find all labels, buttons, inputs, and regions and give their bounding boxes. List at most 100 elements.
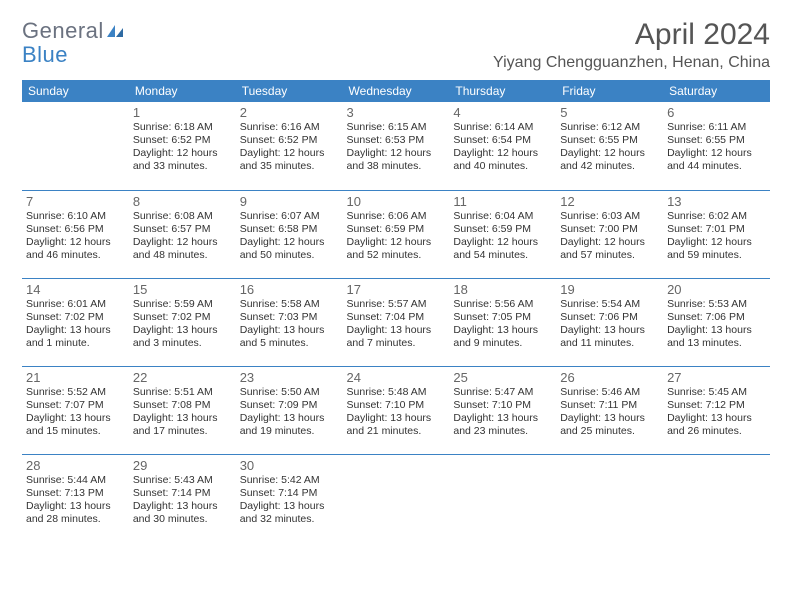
weekday-header: Monday: [129, 80, 236, 102]
day-info: Sunrise: 6:16 AMSunset: 6:52 PMDaylight:…: [240, 121, 339, 174]
weekday-header-row: SundayMondayTuesdayWednesdayThursdayFrid…: [22, 80, 770, 102]
month-title: April 2024: [493, 18, 770, 52]
day-number: 11: [453, 194, 552, 209]
week-row: 28Sunrise: 5:44 AMSunset: 7:13 PMDayligh…: [22, 454, 770, 542]
day-info: Sunrise: 6:15 AMSunset: 6:53 PMDaylight:…: [347, 121, 446, 174]
day-info: Sunrise: 5:46 AMSunset: 7:11 PMDaylight:…: [560, 386, 659, 439]
day-info: Sunrise: 5:59 AMSunset: 7:02 PMDaylight:…: [133, 298, 232, 351]
day-number: 24: [347, 370, 446, 385]
week-row: 21Sunrise: 5:52 AMSunset: 7:07 PMDayligh…: [22, 366, 770, 454]
day-cell: 24Sunrise: 5:48 AMSunset: 7:10 PMDayligh…: [343, 366, 450, 454]
day-number: 21: [26, 370, 125, 385]
day-number: 28: [26, 458, 125, 473]
day-info: Sunrise: 6:08 AMSunset: 6:57 PMDaylight:…: [133, 210, 232, 263]
day-cell: 15Sunrise: 5:59 AMSunset: 7:02 PMDayligh…: [129, 278, 236, 366]
day-number: 27: [667, 370, 766, 385]
day-info: Sunrise: 6:11 AMSunset: 6:55 PMDaylight:…: [667, 121, 766, 174]
day-info: Sunrise: 6:10 AMSunset: 6:56 PMDaylight:…: [26, 210, 125, 263]
day-number: 13: [667, 194, 766, 209]
day-number: 3: [347, 105, 446, 120]
day-cell: 28Sunrise: 5:44 AMSunset: 7:13 PMDayligh…: [22, 454, 129, 542]
day-cell: 4Sunrise: 6:14 AMSunset: 6:54 PMDaylight…: [449, 102, 556, 190]
day-number: 26: [560, 370, 659, 385]
day-number: 2: [240, 105, 339, 120]
title-block: April 2024 Yiyang Chengguanzhen, Henan, …: [493, 18, 770, 72]
day-cell: 19Sunrise: 5:54 AMSunset: 7:06 PMDayligh…: [556, 278, 663, 366]
day-number: 5: [560, 105, 659, 120]
day-number: 25: [453, 370, 552, 385]
day-number: 30: [240, 458, 339, 473]
day-cell: 18Sunrise: 5:56 AMSunset: 7:05 PMDayligh…: [449, 278, 556, 366]
weekday-header: Friday: [556, 80, 663, 102]
day-info: Sunrise: 5:43 AMSunset: 7:14 PMDaylight:…: [133, 474, 232, 527]
day-cell: 9Sunrise: 6:07 AMSunset: 6:58 PMDaylight…: [236, 190, 343, 278]
day-number: 6: [667, 105, 766, 120]
logo-text-2: Blue: [22, 42, 68, 67]
empty-cell: [663, 454, 770, 542]
day-number: 9: [240, 194, 339, 209]
location: Yiyang Chengguanzhen, Henan, China: [493, 54, 770, 72]
day-cell: 2Sunrise: 6:16 AMSunset: 6:52 PMDaylight…: [236, 102, 343, 190]
day-info: Sunrise: 5:54 AMSunset: 7:06 PMDaylight:…: [560, 298, 659, 351]
day-cell: 27Sunrise: 5:45 AMSunset: 7:12 PMDayligh…: [663, 366, 770, 454]
day-info: Sunrise: 6:06 AMSunset: 6:59 PMDaylight:…: [347, 210, 446, 263]
day-number: 16: [240, 282, 339, 297]
day-info: Sunrise: 5:48 AMSunset: 7:10 PMDaylight:…: [347, 386, 446, 439]
day-number: 29: [133, 458, 232, 473]
day-cell: 8Sunrise: 6:08 AMSunset: 6:57 PMDaylight…: [129, 190, 236, 278]
weekday-header: Wednesday: [343, 80, 450, 102]
day-info: Sunrise: 5:50 AMSunset: 7:09 PMDaylight:…: [240, 386, 339, 439]
logo: General: [22, 18, 126, 44]
day-number: 17: [347, 282, 446, 297]
day-number: 12: [560, 194, 659, 209]
day-info: Sunrise: 6:02 AMSunset: 7:01 PMDaylight:…: [667, 210, 766, 263]
day-number: 19: [560, 282, 659, 297]
day-info: Sunrise: 6:01 AMSunset: 7:02 PMDaylight:…: [26, 298, 125, 351]
header: General April 2024 Yiyang Chengguanzhen,…: [22, 18, 770, 72]
day-cell: 1Sunrise: 6:18 AMSunset: 6:52 PMDaylight…: [129, 102, 236, 190]
week-row: 14Sunrise: 6:01 AMSunset: 7:02 PMDayligh…: [22, 278, 770, 366]
day-cell: 13Sunrise: 6:02 AMSunset: 7:01 PMDayligh…: [663, 190, 770, 278]
day-cell: 29Sunrise: 5:43 AMSunset: 7:14 PMDayligh…: [129, 454, 236, 542]
logo-line2: Blue: [22, 42, 68, 68]
week-row: 1Sunrise: 6:18 AMSunset: 6:52 PMDaylight…: [22, 102, 770, 190]
day-cell: 14Sunrise: 6:01 AMSunset: 7:02 PMDayligh…: [22, 278, 129, 366]
day-info: Sunrise: 5:52 AMSunset: 7:07 PMDaylight:…: [26, 386, 125, 439]
empty-cell: [556, 454, 663, 542]
day-number: 4: [453, 105, 552, 120]
day-cell: 17Sunrise: 5:57 AMSunset: 7:04 PMDayligh…: [343, 278, 450, 366]
calendar-table: SundayMondayTuesdayWednesdayThursdayFrid…: [22, 80, 770, 542]
weekday-header: Sunday: [22, 80, 129, 102]
day-number: 22: [133, 370, 232, 385]
day-info: Sunrise: 5:51 AMSunset: 7:08 PMDaylight:…: [133, 386, 232, 439]
day-info: Sunrise: 5:58 AMSunset: 7:03 PMDaylight:…: [240, 298, 339, 351]
day-cell: 26Sunrise: 5:46 AMSunset: 7:11 PMDayligh…: [556, 366, 663, 454]
day-info: Sunrise: 5:57 AMSunset: 7:04 PMDaylight:…: [347, 298, 446, 351]
day-info: Sunrise: 5:44 AMSunset: 7:13 PMDaylight:…: [26, 474, 125, 527]
day-cell: 25Sunrise: 5:47 AMSunset: 7:10 PMDayligh…: [449, 366, 556, 454]
day-cell: 3Sunrise: 6:15 AMSunset: 6:53 PMDaylight…: [343, 102, 450, 190]
day-info: Sunrise: 6:18 AMSunset: 6:52 PMDaylight:…: [133, 121, 232, 174]
day-cell: 11Sunrise: 6:04 AMSunset: 6:59 PMDayligh…: [449, 190, 556, 278]
day-info: Sunrise: 6:03 AMSunset: 7:00 PMDaylight:…: [560, 210, 659, 263]
day-number: 15: [133, 282, 232, 297]
day-number: 23: [240, 370, 339, 385]
day-info: Sunrise: 6:04 AMSunset: 6:59 PMDaylight:…: [453, 210, 552, 263]
day-cell: 12Sunrise: 6:03 AMSunset: 7:00 PMDayligh…: [556, 190, 663, 278]
week-row: 7Sunrise: 6:10 AMSunset: 6:56 PMDaylight…: [22, 190, 770, 278]
sail-icon: [106, 24, 124, 38]
day-cell: 10Sunrise: 6:06 AMSunset: 6:59 PMDayligh…: [343, 190, 450, 278]
day-cell: 22Sunrise: 5:51 AMSunset: 7:08 PMDayligh…: [129, 366, 236, 454]
day-info: Sunrise: 5:53 AMSunset: 7:06 PMDaylight:…: [667, 298, 766, 351]
day-number: 1: [133, 105, 232, 120]
day-cell: 30Sunrise: 5:42 AMSunset: 7:14 PMDayligh…: [236, 454, 343, 542]
day-number: 8: [133, 194, 232, 209]
day-number: 18: [453, 282, 552, 297]
day-info: Sunrise: 6:12 AMSunset: 6:55 PMDaylight:…: [560, 121, 659, 174]
day-number: 10: [347, 194, 446, 209]
empty-cell: [449, 454, 556, 542]
weekday-header: Saturday: [663, 80, 770, 102]
day-number: 7: [26, 194, 125, 209]
day-info: Sunrise: 6:14 AMSunset: 6:54 PMDaylight:…: [453, 121, 552, 174]
day-info: Sunrise: 5:47 AMSunset: 7:10 PMDaylight:…: [453, 386, 552, 439]
